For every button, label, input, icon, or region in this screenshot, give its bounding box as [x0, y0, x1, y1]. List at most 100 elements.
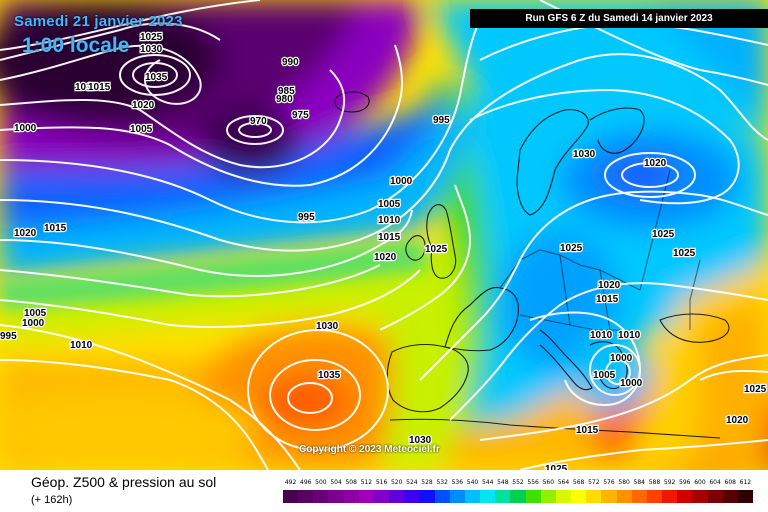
scale-swatch [586, 490, 602, 503]
scale-swatch [298, 490, 314, 503]
scale-value-label: 508 [345, 479, 357, 486]
isobar-label: 1005 [378, 199, 401, 210]
scale-value-label: 568 [572, 479, 585, 486]
scale-swatch [404, 490, 420, 503]
isobar-label: 1025 [545, 464, 568, 470]
valid-date: Samedi 21 janvier 2023 [14, 13, 183, 30]
isobar-label: 1015 [44, 223, 67, 234]
scale-swatch [313, 490, 329, 503]
scale-value-label: 552 [512, 479, 524, 486]
isobar-label: 1035 [145, 72, 168, 83]
weather-map: 1025 1030 1035 1010 1015 1020 1005 990 9… [0, 0, 768, 470]
legend-title: Géop. Z500 & pression au sol [31, 474, 217, 490]
isobar-label: 1000 [620, 378, 643, 389]
scale-value-label: 600 [694, 479, 706, 486]
scale-value-label: 504 [330, 479, 342, 486]
scale-value-label: 532 [436, 479, 448, 486]
isobar-labels: 1025 1030 1035 1010 1015 1020 1005 990 9… [0, 31, 768, 470]
scale-value-label: 612 [739, 479, 752, 486]
isobar-label: 1020 [374, 252, 397, 263]
isobar-label: 1000 [390, 176, 413, 187]
scale-value-label: 556 [527, 479, 539, 486]
scale-value-label: 524 [406, 479, 418, 486]
scale-swatch [358, 490, 375, 503]
forecast-hour: (+ 162h) [31, 494, 73, 506]
isobar-label: 1020 [598, 280, 621, 291]
isobar-label: 1030 [316, 321, 339, 332]
scale-value-label: 572 [588, 479, 600, 486]
isobar-label: 1010 [75, 82, 98, 93]
scale-swatch [662, 490, 678, 503]
scale-swatch [328, 490, 345, 503]
isobar-label: 1030 [573, 149, 596, 160]
scale-value-label: 500 [315, 479, 327, 486]
isobar-label: 995 [433, 115, 450, 126]
scale-value-label: 548 [497, 479, 509, 486]
isobar-label: 975 [292, 110, 309, 121]
isobar-label: 985 [278, 86, 295, 97]
scale-swatch [343, 490, 360, 503]
isobar-label: 1020 [132, 100, 155, 111]
scale-value-label: 528 [421, 479, 433, 486]
isobar-label: 990 [282, 57, 299, 68]
isobar-label: 1030 [140, 44, 163, 55]
scale-swatch [373, 490, 390, 503]
scale-value-label: 512 [360, 479, 373, 486]
scale-swatch [555, 490, 572, 503]
scale-swatch [464, 490, 481, 503]
scale-swatch [434, 490, 451, 503]
scale-swatch [722, 490, 739, 503]
scale-swatch [616, 490, 633, 503]
scale-swatch [495, 490, 511, 503]
isobar-label: 1015 [576, 425, 599, 436]
isobar-label: 1020 [14, 228, 37, 239]
isobar-label: 1000 [610, 353, 633, 364]
scale-value-label: 608 [724, 479, 736, 486]
isobar-label: 1015 [596, 294, 619, 305]
isobar-label: 1005 [593, 370, 616, 381]
model-run-label: Run GFS 6 Z du Samedi 14 janvier 2023 [470, 9, 768, 28]
scale-swatch [419, 490, 436, 503]
scale-swatch [525, 490, 542, 503]
isobar-label: 995 [0, 331, 17, 342]
scale-swatch [540, 490, 557, 503]
isobar-label: 1015 [378, 232, 401, 243]
color-scale-labels: 492 496 500 504 508 512 516 520 524 528 532 536 540 5… [283, 479, 753, 489]
scale-swatch [646, 490, 663, 503]
isobar-label: 1015 [88, 82, 111, 93]
scale-swatch [677, 490, 693, 503]
isobar-label: 1025 [673, 248, 696, 259]
scale-swatch [449, 490, 466, 503]
isobar-label: 1005 [24, 308, 47, 319]
isobar-label: 1025 [140, 32, 163, 43]
color-scale [283, 490, 754, 503]
isobar-label: 1005 [130, 124, 153, 135]
scale-swatch [571, 490, 587, 503]
isobar-label: 1020 [644, 158, 667, 169]
isobar-label: 1035 [318, 370, 341, 381]
scale-swatch [692, 490, 708, 503]
scale-value-label: 592 [663, 479, 676, 486]
scale-swatch [601, 490, 618, 503]
valid-time: 1:00 locale [22, 34, 130, 57]
scale-value-label: 596 [679, 479, 691, 486]
scale-value-label: 580 [618, 479, 630, 486]
scale-value-label: 604 [709, 479, 721, 486]
isobar-label: 970 [250, 116, 267, 127]
scale-value-label: 564 [557, 479, 570, 486]
legend-panel: Géop. Z500 & pression au sol (+ 162h) 49… [0, 470, 768, 512]
scale-swatch [707, 490, 724, 503]
scale-value-label: 492 [284, 479, 297, 486]
isobar-label: 1010 [590, 330, 613, 341]
scale-value-label: 540 [466, 479, 479, 486]
isobar-label: 1025 [425, 244, 448, 255]
scale-value-label: 584 [633, 479, 645, 486]
scale-value-label: 536 [451, 479, 464, 486]
scale-value-label: 496 [300, 479, 312, 486]
isobar-label: 1020 [726, 415, 749, 426]
copyright: Copyright © 2023 Meteociel.fr [299, 444, 440, 455]
scale-value-label: 560 [542, 479, 555, 486]
scale-swatch [737, 490, 754, 503]
isobar-label: 1000 [22, 318, 45, 329]
scale-swatch [480, 490, 496, 503]
